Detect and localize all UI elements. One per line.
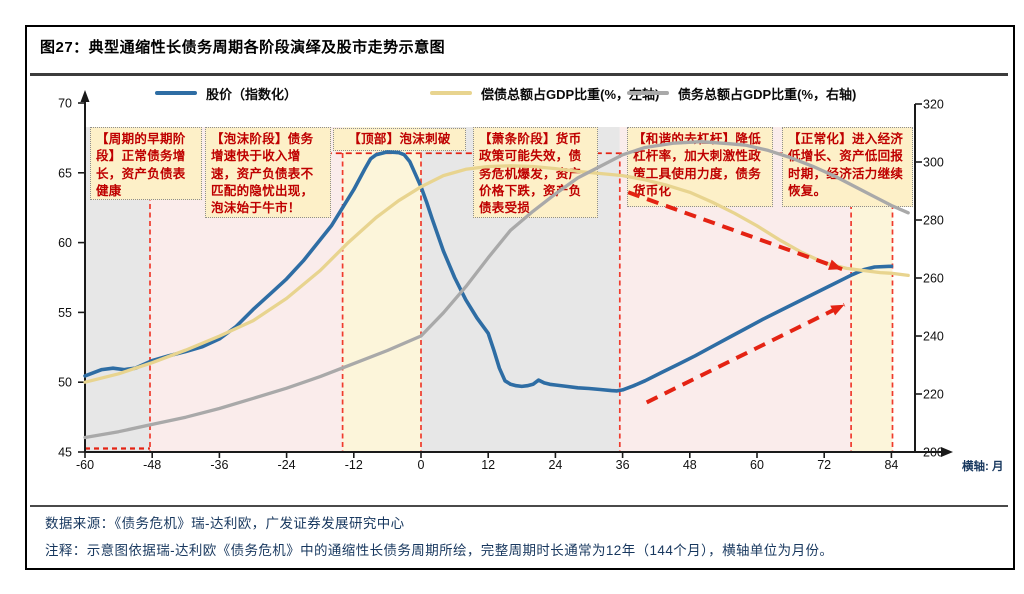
trend-arrow-2 bbox=[645, 302, 846, 405]
total-debt-line-swatch bbox=[627, 91, 669, 95]
x-axis-arrow bbox=[941, 447, 953, 457]
x-tick-label: -48 bbox=[143, 458, 161, 472]
y-right-tick-label: 320 bbox=[923, 98, 944, 112]
y-left-tick-label: 50 bbox=[58, 376, 72, 390]
x-tick-label: 84 bbox=[884, 458, 898, 472]
trend-arrow-1 bbox=[627, 190, 843, 271]
figure-title: 图27：典型通缩性长债务周期各阶段演绎及股市走势示意图 bbox=[40, 39, 446, 56]
x-tick-label: -60 bbox=[76, 458, 94, 472]
title-divider bbox=[30, 73, 1008, 76]
x-tick-label: 60 bbox=[750, 458, 764, 472]
y-right-tick-label: 240 bbox=[923, 330, 944, 344]
y-left-tick-label: 45 bbox=[58, 446, 72, 460]
trend-arrow-head-2 bbox=[830, 304, 845, 316]
y-left-axis-arrow bbox=[80, 90, 90, 102]
footer-divider bbox=[30, 505, 1008, 507]
x-tick-label: 12 bbox=[481, 458, 495, 472]
legend-item-stock-price: 股价（指数化） bbox=[155, 84, 297, 102]
debt-service-ratio-line bbox=[83, 164, 910, 384]
y-right-tick-label: 280 bbox=[923, 214, 944, 228]
debt-service-line-swatch bbox=[430, 91, 472, 95]
x-tick-label: -24 bbox=[278, 458, 296, 472]
legend-item-debt-service-ratio: 偿债总额占GDP比重(%，左轴) bbox=[430, 84, 659, 102]
y-right-tick-label: 260 bbox=[923, 272, 944, 286]
trend-arrow-head-1 bbox=[828, 259, 843, 270]
x-tick-label: 72 bbox=[817, 458, 831, 472]
x-tick-label: 36 bbox=[616, 458, 630, 472]
y-left-tick-label: 55 bbox=[58, 306, 72, 320]
y-right-tick-label: 300 bbox=[923, 156, 944, 170]
x-tick-label: -12 bbox=[345, 458, 363, 472]
y-right-tick-label: 220 bbox=[923, 388, 944, 402]
x-tick-label: -36 bbox=[210, 458, 228, 472]
data-source-note: 数据来源：《债务危机》瑞-达利欧，广发证券发展研究中心 bbox=[45, 516, 405, 531]
chart-legend: 股价（指数化） 偿债总额占GDP比重(%，左轴) 债务总额占GDP比重(%，右轴… bbox=[0, 84, 1024, 102]
stock-price-line-swatch bbox=[155, 91, 197, 95]
figure-footnote: 注释：示意图依据瑞-达利欧《债务危机》中的通缩性长债务周期所绘，完整周期时长通常… bbox=[45, 543, 834, 558]
stock-price-line bbox=[83, 150, 894, 393]
total-debt-ratio-line bbox=[83, 140, 910, 440]
phase-region-3 bbox=[342, 127, 421, 452]
y-left-tick-label: 65 bbox=[58, 166, 72, 180]
legend-label: 股价（指数化） bbox=[206, 86, 298, 102]
legend-label: 债务总额占GDP比重(%，右轴) bbox=[678, 86, 857, 102]
legend-label: 偿债总额占GDP比重(%，左轴) bbox=[481, 86, 660, 102]
y-left-tick-label: 70 bbox=[58, 97, 72, 111]
y-left-tick-label: 60 bbox=[58, 236, 72, 250]
x-tick-label: 48 bbox=[683, 458, 697, 472]
legend-item-total-debt-ratio: 债务总额占GDP比重(%，右轴) bbox=[627, 84, 856, 102]
x-axis-unit-label: 横轴: 月 bbox=[962, 459, 1004, 473]
x-tick-label: 24 bbox=[548, 458, 562, 472]
x-tick-label: 0 bbox=[418, 458, 425, 472]
